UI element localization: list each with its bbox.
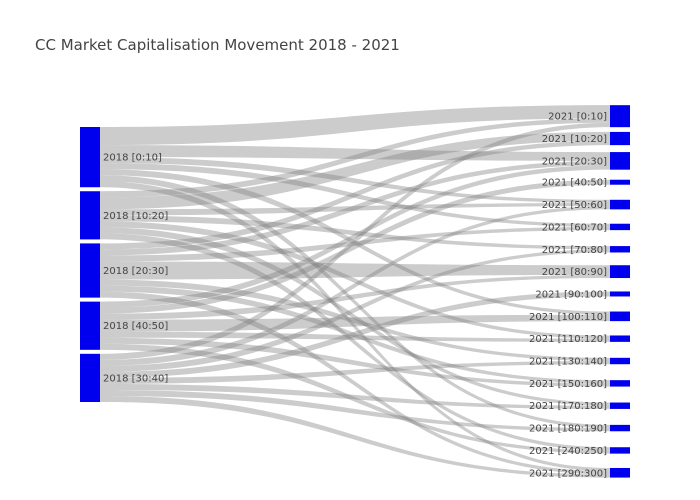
- target-node-label: 2021 [60:70]: [542, 222, 607, 233]
- sankey-link[interactable]: [100, 163, 610, 227]
- sankey-link[interactable]: [100, 165, 610, 308]
- sankey-link[interactable]: [100, 249, 610, 372]
- target-node[interactable]: [610, 291, 630, 297]
- target-node-label: 2021 [170:180]: [529, 401, 607, 412]
- sankey-link[interactable]: [100, 215, 610, 250]
- sankey-link[interactable]: [100, 383, 610, 409]
- target-node[interactable]: [610, 311, 630, 322]
- source-node-label: 2018 [20:30]: [103, 266, 168, 277]
- target-node[interactable]: [610, 424, 630, 432]
- sankey-link[interactable]: [100, 140, 610, 250]
- sankey-link[interactable]: [100, 160, 610, 256]
- chart-title: CC Market Capitalisation Movement 2018 -…: [35, 36, 400, 54]
- source-node-label: 2018 [30:40]: [103, 373, 168, 384]
- target-node[interactable]: [610, 179, 630, 185]
- sankey-link[interactable]: [100, 169, 610, 315]
- sankey-link[interactable]: [100, 291, 610, 475]
- sankey-link[interactable]: [100, 131, 610, 210]
- sankey-link[interactable]: [100, 343, 610, 454]
- source-node[interactable]: [80, 127, 100, 188]
- sankey-link[interactable]: [100, 279, 610, 362]
- sankey-link[interactable]: [100, 179, 610, 314]
- source-node-label: 2018 [0:10]: [103, 153, 162, 164]
- sankey-link[interactable]: [100, 122, 610, 360]
- target-node-label: 2021 [10:20]: [542, 134, 607, 145]
- target-node-label: 2021 [70:80]: [542, 245, 607, 256]
- sankey-link[interactable]: [100, 337, 610, 387]
- source-node[interactable]: [80, 353, 100, 402]
- sankey-link[interactable]: [100, 221, 610, 339]
- sankey-link[interactable]: [100, 314, 610, 332]
- target-node[interactable]: [610, 223, 630, 231]
- target-node-label: 2021 [240:250]: [529, 446, 607, 457]
- target-node[interactable]: [610, 265, 630, 279]
- target-node[interactable]: [610, 199, 630, 210]
- target-node-label: 2021 [150:160]: [529, 379, 607, 390]
- source-node[interactable]: [80, 301, 100, 350]
- target-node[interactable]: [610, 467, 630, 478]
- sankey-link[interactable]: [100, 233, 610, 451]
- target-node-label: 2021 [130:140]: [529, 357, 607, 368]
- target-node-label: 2021 [90:100]: [535, 289, 607, 300]
- sankey-link[interactable]: [100, 291, 610, 378]
- target-node-label: 2021 [100:110]: [529, 312, 607, 323]
- source-node[interactable]: [80, 243, 100, 298]
- target-node[interactable]: [610, 357, 630, 365]
- sankey-link[interactable]: [100, 181, 610, 472]
- sankey-link[interactable]: [100, 389, 610, 432]
- sankey-link[interactable]: [100, 206, 610, 366]
- target-node-label: 2021 [40:50]: [542, 178, 607, 189]
- sankey-link[interactable]: [100, 105, 610, 146]
- sankey-link[interactable]: [100, 361, 610, 384]
- source-node-label: 2018 [40:50]: [103, 321, 168, 332]
- target-node[interactable]: [610, 131, 630, 146]
- source-node-label: 2018 [10:20]: [103, 211, 168, 222]
- sankey-link[interactable]: [100, 285, 610, 384]
- target-node-label: 2021 [180:190]: [529, 424, 607, 435]
- links-layer: [100, 105, 610, 478]
- target-node[interactable]: [610, 380, 630, 387]
- sankey-link[interactable]: [100, 331, 610, 342]
- source-node[interactable]: [80, 191, 100, 240]
- target-node[interactable]: [610, 152, 630, 170]
- sankey-link[interactable]: [100, 226, 610, 262]
- target-node-label: 2021 [20:30]: [542, 156, 607, 167]
- sankey-link[interactable]: [100, 227, 610, 406]
- sankey-link[interactable]: [100, 202, 610, 216]
- sankey-link[interactable]: [100, 395, 610, 478]
- nodes-layer: [80, 105, 630, 478]
- sankey-link[interactable]: [100, 175, 610, 429]
- labels-layer: 2018 [0:10] 2018 [10:20] 2018 [20:30] 2018 …: [103, 112, 607, 480]
- sankey-link[interactable]: [100, 274, 610, 320]
- target-node-label: 2021 [110:120]: [529, 334, 607, 345]
- target-node[interactable]: [610, 447, 630, 454]
- sankey-link[interactable]: [100, 157, 610, 203]
- target-node-label: 2021 [0:10]: [548, 112, 607, 123]
- sankey-link[interactable]: [100, 145, 610, 161]
- target-node[interactable]: [610, 402, 630, 409]
- target-node-label: 2021 [290:300]: [529, 468, 607, 479]
- target-node[interactable]: [610, 105, 630, 128]
- target-node-label: 2021 [80:90]: [542, 267, 607, 278]
- sankey-link[interactable]: [100, 261, 610, 280]
- target-node[interactable]: [610, 335, 630, 342]
- target-node[interactable]: [610, 246, 630, 253]
- target-node-label: 2021 [50:60]: [542, 200, 607, 211]
- sankey-link[interactable]: [100, 118, 610, 198]
